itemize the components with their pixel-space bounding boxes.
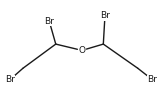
Text: Br: Br: [100, 11, 110, 20]
Text: O: O: [79, 46, 85, 55]
Text: Br: Br: [148, 75, 157, 84]
Text: Br: Br: [44, 16, 54, 26]
Text: Br: Br: [5, 75, 15, 84]
